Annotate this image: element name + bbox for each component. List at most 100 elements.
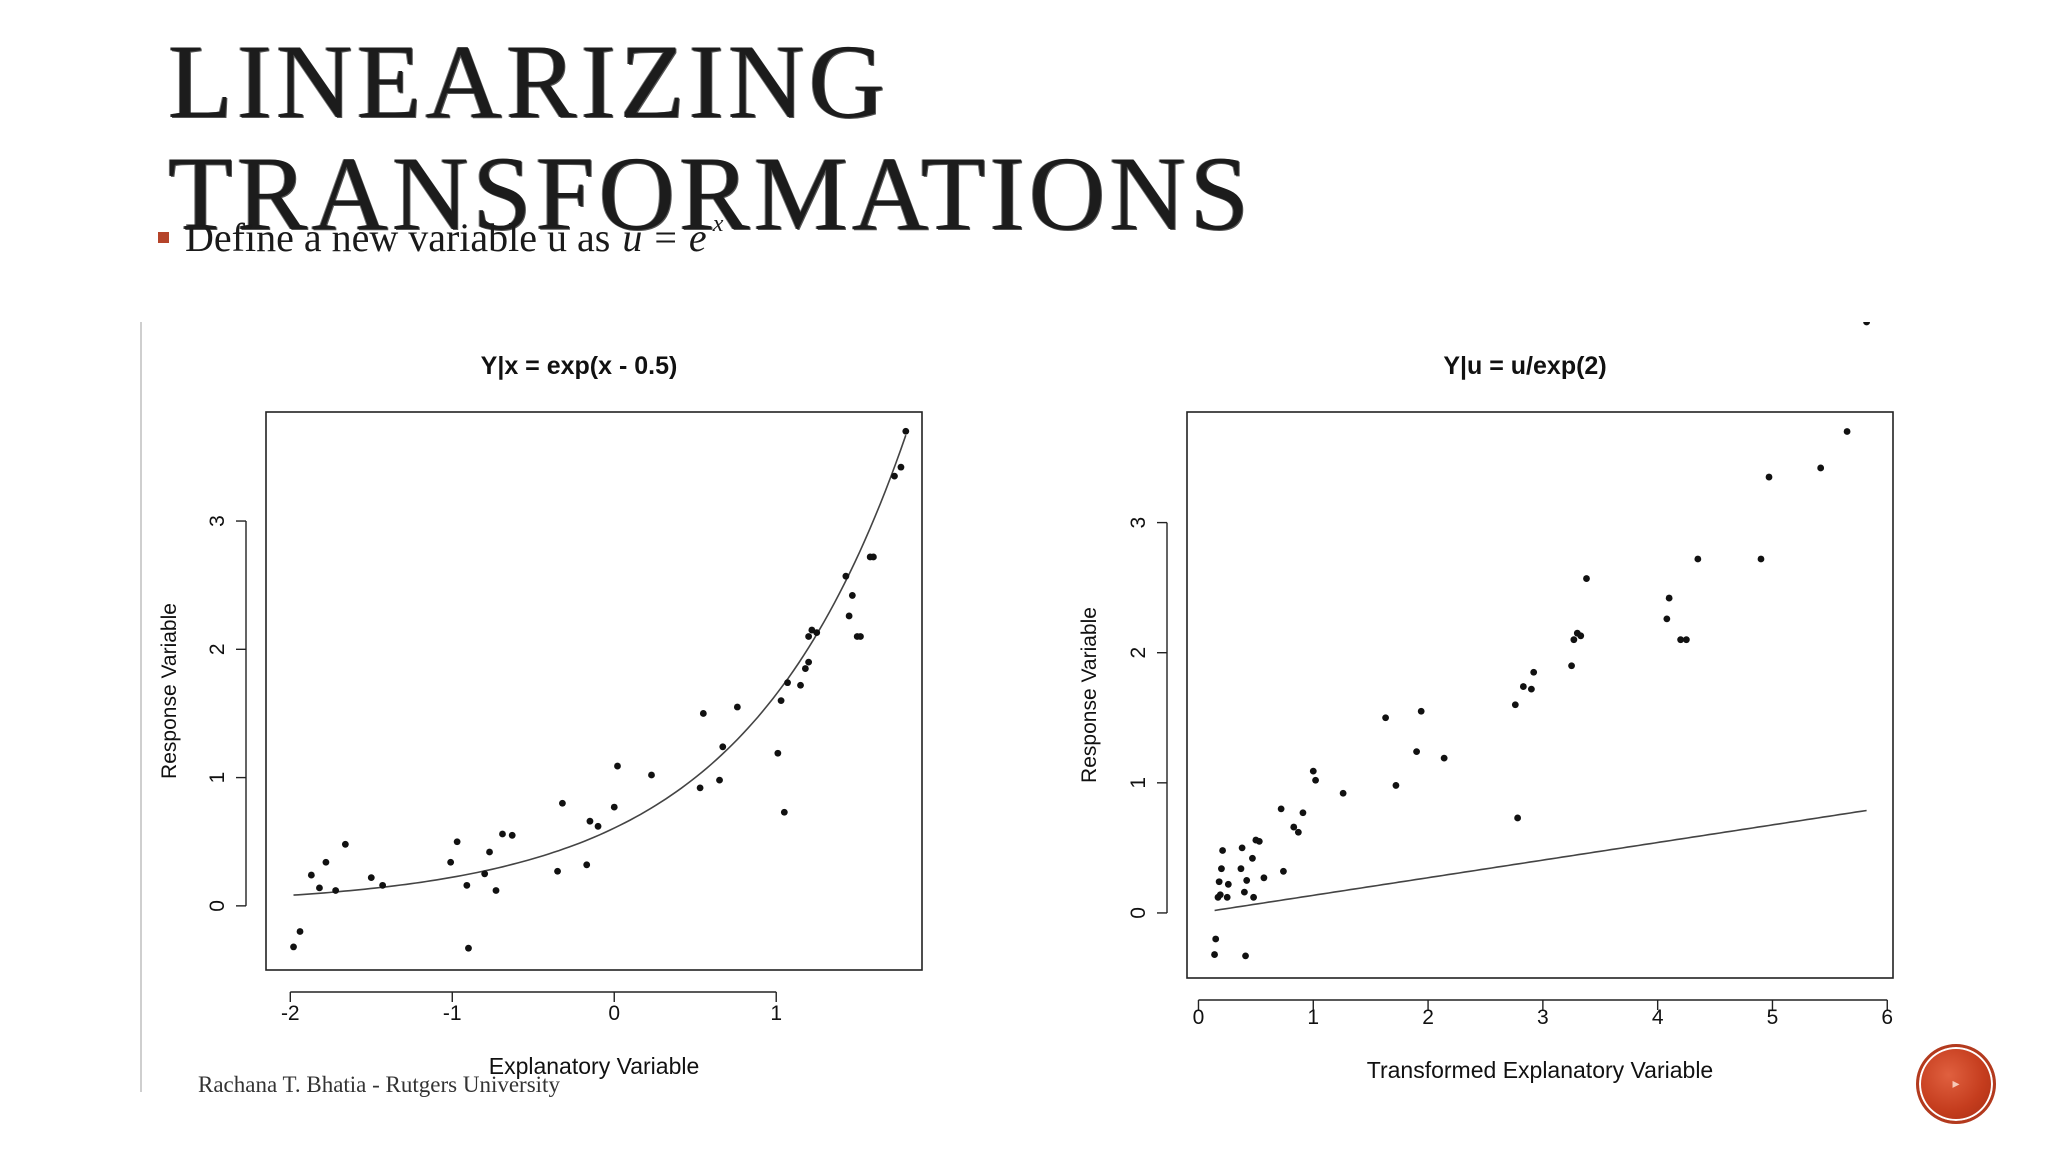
data-point	[1757, 555, 1765, 563]
data-point	[777, 697, 785, 705]
data-point	[1290, 823, 1298, 831]
chart-left: Y|x = exp(x - 0.5) Explanatory Variable Re…	[158, 352, 923, 1079]
data-point	[1413, 748, 1420, 755]
data-point	[614, 762, 621, 770]
data-point	[1243, 877, 1251, 884]
panel-divider	[140, 322, 142, 1092]
x-tick-label: 6	[1881, 1006, 1893, 1029]
data-point	[1577, 632, 1585, 640]
data-point	[848, 592, 856, 599]
data-point	[1280, 867, 1287, 875]
data-point	[492, 887, 500, 894]
data-point	[322, 858, 330, 866]
bullet-square-icon	[158, 232, 169, 243]
data-point	[1215, 878, 1223, 886]
bullet-item: Define a new variable u as u = e x	[158, 211, 724, 261]
data-point	[1299, 809, 1307, 817]
x-axis-label: Explanatory Variable	[489, 1053, 700, 1079]
data-point	[367, 874, 375, 882]
data-point	[805, 658, 813, 666]
slide-nav-button[interactable]: ▸	[1916, 1044, 1996, 1124]
data-point	[486, 848, 493, 856]
x-tick-label: 2	[1422, 1006, 1434, 1029]
data-point	[332, 887, 340, 894]
data-point	[1339, 789, 1347, 797]
math-equals: =	[654, 215, 677, 260]
data-point	[1527, 685, 1535, 693]
y-tick-label: 3	[1127, 517, 1150, 529]
data-point	[1514, 814, 1522, 822]
data-point	[586, 817, 594, 825]
data-point	[1277, 805, 1285, 813]
data-point	[1309, 767, 1317, 775]
data-point	[870, 553, 877, 561]
data-point	[1294, 828, 1302, 836]
data-point	[1216, 891, 1224, 899]
data-point	[463, 881, 471, 889]
data-point	[610, 803, 618, 811]
data-point	[719, 743, 727, 751]
data-point	[1249, 854, 1256, 862]
plot-frame	[265, 411, 923, 971]
data-point	[1255, 837, 1263, 845]
data-point	[1219, 847, 1226, 854]
data-point	[1237, 865, 1245, 873]
data-point	[290, 943, 297, 951]
y-axis-label: Response Variable	[1078, 607, 1101, 783]
slide-title: LINEARIZING TRANSFORMATIONS	[168, 26, 1253, 250]
math-exponent: x	[712, 211, 724, 237]
data-point	[780, 808, 788, 816]
data-point	[1863, 322, 1870, 326]
fit-line	[293, 434, 907, 896]
y-tick-label: 0	[206, 900, 229, 912]
data-point	[1694, 555, 1702, 563]
data-point	[733, 703, 741, 711]
plot-frame	[1186, 411, 1894, 979]
data-point	[554, 867, 561, 875]
data-point	[447, 858, 455, 866]
data-point	[379, 881, 387, 889]
data-point	[307, 871, 315, 879]
y-tick-label: 2	[1127, 647, 1150, 659]
data-point	[1223, 893, 1231, 901]
data-point	[1417, 707, 1425, 715]
data-point	[1682, 636, 1690, 644]
data-point	[465, 944, 472, 952]
data-point	[1238, 844, 1246, 852]
data-point	[801, 665, 809, 672]
data-point	[316, 884, 323, 892]
nav-arrow-icon: ▸	[1952, 1076, 1960, 1092]
math-u: u	[622, 215, 643, 260]
data-point	[1511, 701, 1519, 709]
data-point	[1817, 464, 1825, 472]
fit-line	[1214, 809, 1867, 912]
data-point	[453, 838, 461, 846]
data-point	[1519, 683, 1527, 690]
data-point	[1242, 952, 1249, 960]
data-point	[296, 928, 304, 935]
data-point	[797, 681, 804, 689]
data-point	[341, 840, 349, 848]
x-tick-label: 0	[1193, 1006, 1205, 1029]
data-point	[696, 784, 704, 792]
y-tick-label: 3	[206, 515, 229, 527]
data-point	[1440, 754, 1448, 762]
data-point	[857, 633, 864, 640]
chart-title: Y|x = exp(x - 0.5)	[481, 352, 678, 380]
y-tick-label: 1	[1127, 777, 1150, 789]
data-point	[1224, 880, 1232, 888]
footer-credit: Rachana T. Bhatia - Rutgers University	[198, 1072, 560, 1097]
data-point	[842, 572, 850, 580]
x-tick-label: 1	[770, 1002, 782, 1025]
data-point	[1218, 865, 1225, 873]
data-point	[594, 822, 602, 830]
data-point	[648, 771, 655, 779]
data-point	[559, 799, 566, 807]
data-point	[813, 629, 821, 637]
data-point	[716, 776, 723, 784]
x-axis-label: Transformed Explanatory Variable	[1367, 1057, 1713, 1083]
data-point	[902, 427, 910, 435]
y-tick-label: 2	[206, 643, 229, 655]
x-tick-label: -1	[443, 1002, 462, 1025]
data-point	[583, 861, 591, 869]
